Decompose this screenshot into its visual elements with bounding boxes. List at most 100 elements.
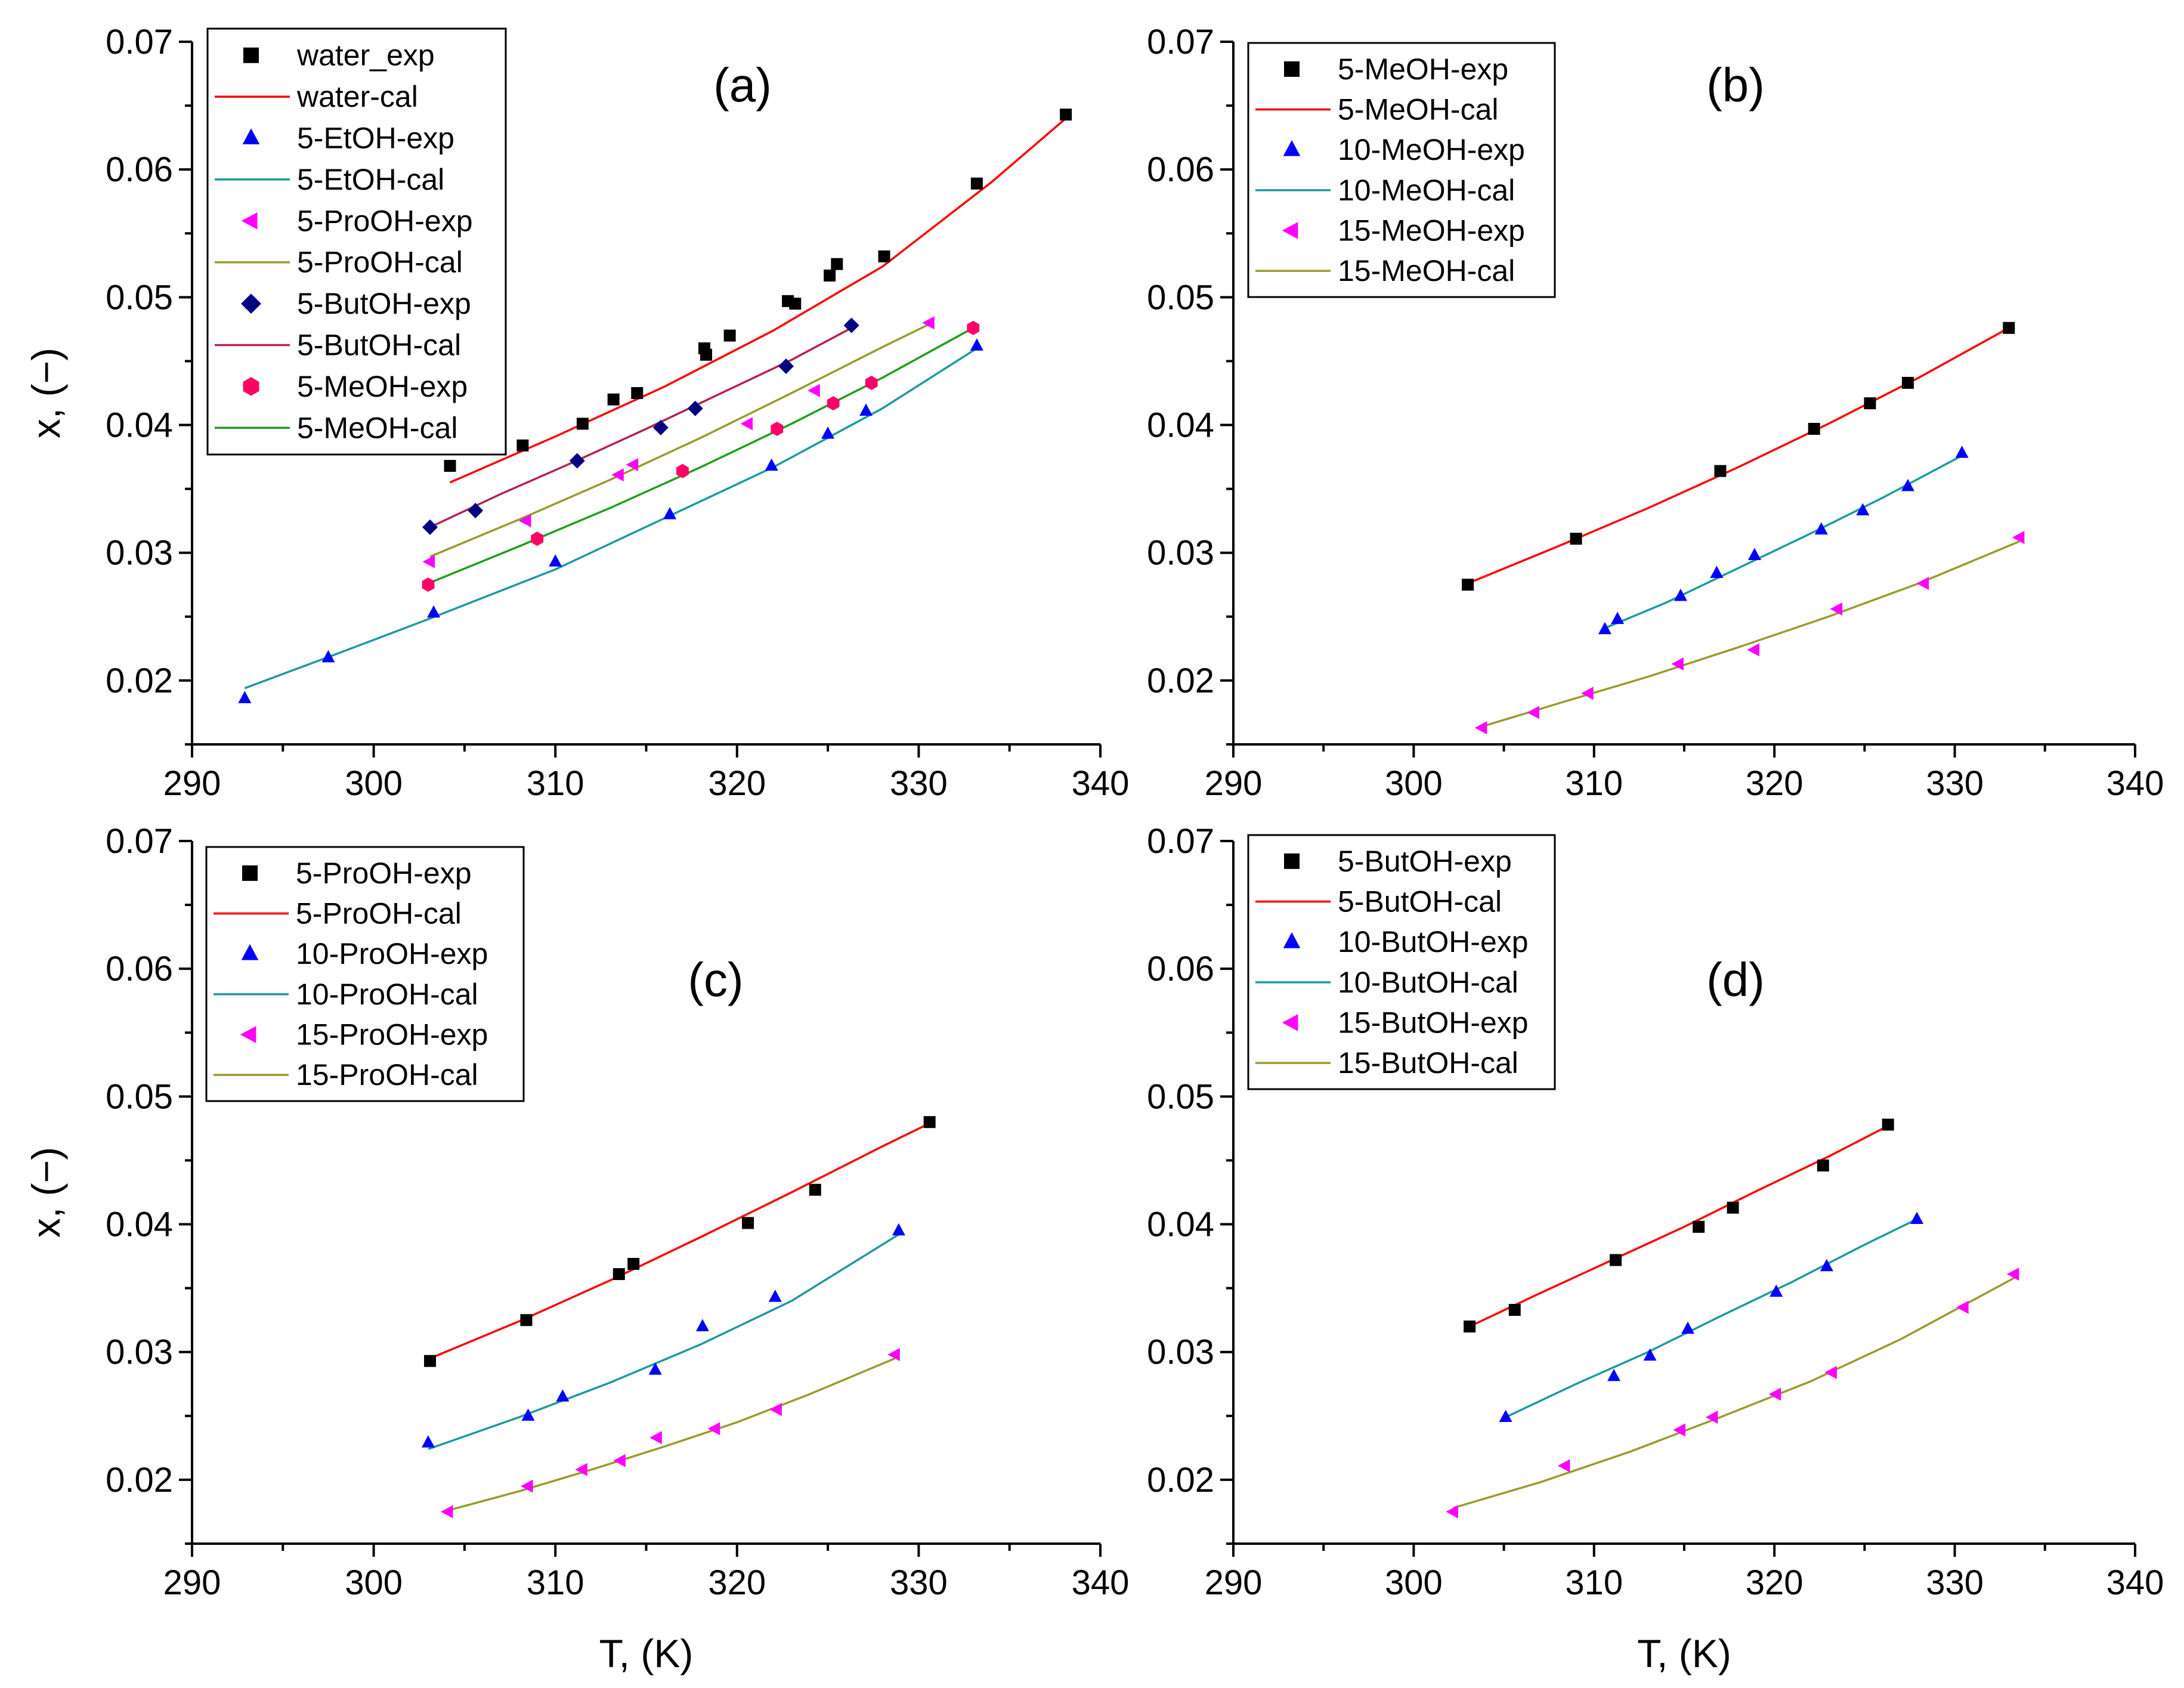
y-tick-label: 0.02 <box>106 661 173 700</box>
data-point <box>1864 397 1876 410</box>
data-point <box>1710 565 1724 578</box>
marker-shape <box>2003 321 2015 334</box>
data-point <box>723 329 736 342</box>
marker-shape <box>1607 1368 1621 1381</box>
marker-shape <box>789 298 802 310</box>
data-point <box>575 1463 587 1476</box>
data-point <box>892 1223 905 1236</box>
data-point <box>809 1183 821 1196</box>
fit-line-15-ProOH-cal <box>448 1357 896 1511</box>
series-15-ButOH-exp <box>1446 1267 2019 1519</box>
data-point <box>970 338 983 351</box>
marker-shape <box>424 1355 437 1367</box>
marker-shape <box>1283 932 1301 948</box>
data-point <box>1060 109 1072 121</box>
marker-shape <box>521 1408 535 1421</box>
series-10-MeOH-exp <box>1598 446 1969 635</box>
legend: 5-MeOH-exp 5-MeOH-cal 10-MeOH-exp 10-MeOH-c… <box>1247 42 1556 298</box>
marker-shape <box>1284 61 1300 77</box>
data-point <box>549 554 562 567</box>
x-tick-label: 320 <box>1746 1563 1803 1602</box>
marker-shape <box>613 1454 626 1467</box>
data-point <box>1768 1387 1781 1401</box>
legend-label: 15-ButOH-cal <box>1338 1046 1518 1080</box>
data-point <box>440 1505 453 1519</box>
legend-label: 5-ButOH-cal <box>297 329 461 362</box>
data-point <box>649 1431 662 1445</box>
marker-shape <box>520 1314 533 1327</box>
y-tick-label: 0.02 <box>1147 1461 1214 1500</box>
legend-label: water-cal <box>296 80 418 113</box>
marker-shape <box>1814 522 1828 535</box>
marker-shape <box>631 387 644 399</box>
marker-shape <box>970 177 983 190</box>
marker-shape <box>1916 577 1929 591</box>
data-point <box>1681 1321 1695 1334</box>
data-point <box>422 555 435 568</box>
marker-shape <box>652 419 669 435</box>
panel-c: 290 300 310 320 330 340 0.02 0.03 0.04 0.05 0.06 0.… <box>24 822 1129 1675</box>
x-axis-title: T, (K) <box>599 1631 694 1675</box>
data-point <box>626 457 639 471</box>
legend: 5-ProOH-exp 5-ProOH-cal 10-ProOH-exp 10-Pro… <box>205 846 525 1102</box>
data-point <box>422 577 435 592</box>
data-point <box>843 317 859 333</box>
marker-shape <box>576 418 589 430</box>
series-5-ProOH-exp <box>424 1116 936 1367</box>
data-point <box>1955 446 1969 458</box>
legend-marker <box>241 212 258 230</box>
marker-shape <box>1474 721 1487 735</box>
legend-marker <box>1282 1014 1298 1031</box>
marker-shape <box>468 503 484 519</box>
legend-marker <box>1283 932 1301 948</box>
x-axis-title: T, (K) <box>1637 1631 1731 1675</box>
data-point <box>2006 1267 2019 1281</box>
marker-shape <box>612 1268 625 1281</box>
marker-shape <box>1283 140 1301 156</box>
y-tick-label: 0.04 <box>106 1205 173 1244</box>
fit-line-water-cal <box>449 118 1067 484</box>
fit-line-5-ButOH-cal <box>1469 1125 1889 1328</box>
x-tick-label: 340 <box>2106 764 2164 803</box>
data-point <box>612 1268 625 1281</box>
marker-shape <box>1770 1284 1783 1297</box>
data-point <box>652 419 669 435</box>
data-point <box>771 422 784 436</box>
y-tick-label: 0.05 <box>106 278 173 317</box>
y-tick-label: 0.02 <box>106 1461 173 1500</box>
data-point <box>576 418 589 430</box>
data-point <box>740 417 753 431</box>
y-tick-label: 0.06 <box>106 950 173 988</box>
marker-shape <box>240 1026 256 1043</box>
data-point <box>827 396 840 411</box>
fit-line-5-MeOH-cal <box>428 327 974 585</box>
marker-shape <box>1282 222 1298 239</box>
data-point <box>1607 1368 1621 1381</box>
data-point <box>1824 1365 1837 1379</box>
data-point <box>1856 503 1870 516</box>
marker-shape <box>626 457 639 471</box>
series-5-ProOH-exp <box>422 316 935 568</box>
marker-shape <box>516 439 529 452</box>
x-tick-label: 300 <box>1385 1563 1443 1602</box>
marker-shape <box>521 1479 533 1493</box>
data-point <box>765 458 778 471</box>
marker-shape <box>1527 706 1540 719</box>
fit-line-5-ButOH-cal <box>429 327 852 528</box>
marker-shape <box>607 393 620 406</box>
marker-shape <box>422 519 438 535</box>
data-point <box>627 1257 640 1270</box>
y-tick-label: 0.07 <box>1147 23 1214 61</box>
marker-shape <box>427 605 441 618</box>
y-tick-label: 0.06 <box>1147 150 1214 189</box>
marker-shape <box>742 1217 754 1229</box>
marker-shape <box>549 554 562 567</box>
marker-shape <box>687 400 703 416</box>
x-tick-label: 340 <box>1072 764 1130 803</box>
marker-shape <box>1464 1320 1476 1333</box>
legend: 5-ButOH-exp 5-ButOH-cal 10-ButOH-exp 10-But… <box>1247 834 1556 1090</box>
marker-shape <box>843 317 859 333</box>
y-tick-label: 0.04 <box>106 406 173 445</box>
legend-marker <box>242 128 260 144</box>
x-tick-label: 330 <box>890 764 948 803</box>
